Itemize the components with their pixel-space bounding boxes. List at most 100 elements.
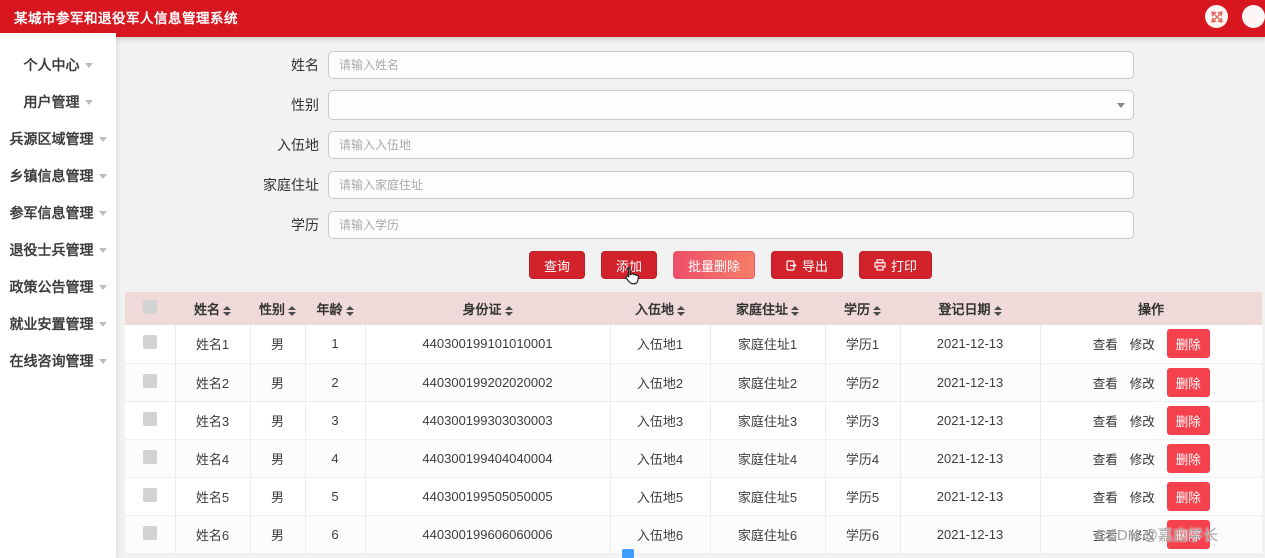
delete-button[interactable]: 删除 bbox=[1166, 481, 1210, 511]
table-row: 姓名2 男 2 440300199202020002 入伍地2 家庭住址2 学历2 2021-… bbox=[125, 363, 1262, 402]
view-button[interactable]: 查看 bbox=[1092, 452, 1118, 467]
sort-icon[interactable] bbox=[345, 305, 354, 316]
row-select-cell bbox=[125, 477, 176, 516]
table-row: 姓名1 男 1 440300199101010001 入伍地1 家庭住址1 学历1 2021-… bbox=[125, 325, 1262, 364]
form-text-input[interactable] bbox=[328, 211, 1134, 239]
cell-id_card: 440300199101010001 bbox=[365, 325, 611, 364]
sidebar-nav: 个人中心用户管理兵源区域管理乡镇信息管理 参军信息管理 退役士兵管理政策公告管理 就业… bbox=[0, 33, 116, 558]
cell-id_card: 440300199606060006 bbox=[365, 515, 611, 554]
form-field-label: 姓名 bbox=[291, 57, 319, 73]
sidebar-item-label: 参军信息管理 bbox=[9, 204, 94, 221]
cell-enlist_place: 入伍地4 bbox=[610, 439, 711, 478]
column-header[interactable]: 姓名 bbox=[175, 292, 250, 325]
row-checkbox[interactable] bbox=[142, 335, 157, 350]
cell-gender: 男 bbox=[250, 401, 306, 440]
cell-enlist_place: 入伍地2 bbox=[610, 363, 711, 402]
column-header-label: 操作 bbox=[1137, 302, 1164, 317]
sidebar-item[interactable]: 乡镇信息管理 bbox=[0, 157, 116, 194]
row-select-cell bbox=[125, 515, 176, 554]
row-checkbox[interactable] bbox=[142, 449, 157, 464]
form-text-input[interactable] bbox=[328, 51, 1134, 79]
cell-enlist_place: 入伍地5 bbox=[610, 477, 711, 516]
view-button[interactable]: 查看 bbox=[1092, 528, 1118, 543]
column-header[interactable]: 性别 bbox=[250, 292, 305, 325]
gender-select[interactable] bbox=[328, 90, 1134, 120]
cell-name: 姓名5 bbox=[175, 477, 251, 516]
sidebar-item[interactable]: 兵源区域管理 bbox=[0, 120, 116, 157]
cell-actions: 查看 修改 删除 bbox=[1040, 363, 1262, 402]
sort-icon[interactable] bbox=[504, 305, 513, 316]
cell-id_card: 440300199303030003 bbox=[365, 401, 611, 440]
content-top-accent bbox=[116, 33, 1265, 37]
batch-delete-button[interactable]: 批量删除 bbox=[672, 251, 755, 279]
column-header[interactable]: 入伍地 bbox=[610, 292, 710, 325]
print-button[interactable]: 打印 bbox=[859, 251, 933, 279]
edit-button[interactable]: 修改 bbox=[1129, 338, 1155, 353]
row-checkbox[interactable] bbox=[142, 525, 157, 540]
sidebar-item-label: 用户管理 bbox=[23, 93, 80, 110]
sidebar-item[interactable]: 个人中心 bbox=[0, 46, 116, 83]
delete-button[interactable]: 删除 bbox=[1166, 367, 1210, 397]
sidebar-item-label: 退役士兵管理 bbox=[9, 241, 94, 258]
cell-reg_date: 2021-12-13 bbox=[900, 363, 1041, 402]
sidebar-item-label: 乡镇信息管理 bbox=[9, 167, 94, 184]
edit-button[interactable]: 修改 bbox=[1129, 528, 1155, 543]
delete-button[interactable]: 删除 bbox=[1166, 405, 1210, 435]
column-header[interactable]: 登记日期 bbox=[900, 292, 1040, 325]
sort-icon[interactable] bbox=[873, 305, 881, 316]
column-header[interactable]: 身份证 bbox=[365, 292, 610, 325]
column-header[interactable]: 年龄 bbox=[305, 292, 365, 325]
view-button[interactable]: 查看 bbox=[1092, 490, 1118, 505]
add-button[interactable]: 添加 bbox=[600, 251, 657, 279]
row-select-cell bbox=[125, 363, 176, 402]
form-text-input[interactable] bbox=[328, 131, 1134, 159]
chevron-down-icon bbox=[98, 248, 107, 253]
sidebar-item[interactable]: 退役士兵管理 bbox=[0, 231, 116, 268]
sidebar-item[interactable]: 在线咨询管理 bbox=[0, 342, 116, 379]
cell-address: 家庭住址2 bbox=[710, 363, 826, 402]
sort-icon[interactable] bbox=[288, 305, 296, 316]
cell-age: 4 bbox=[305, 439, 366, 478]
sort-icon[interactable] bbox=[677, 305, 685, 316]
row-checkbox[interactable] bbox=[142, 487, 157, 502]
view-button[interactable]: 查看 bbox=[1092, 414, 1118, 429]
column-header-label: 入伍地 bbox=[634, 302, 674, 317]
cell-enlist_place: 入伍地1 bbox=[610, 325, 711, 364]
cell-address: 家庭住址6 bbox=[710, 515, 826, 554]
sidebar-item[interactable]: 参军信息管理 bbox=[0, 194, 116, 231]
column-header[interactable]: 学历 bbox=[825, 292, 900, 325]
view-button[interactable]: 查看 bbox=[1092, 338, 1118, 353]
row-checkbox[interactable] bbox=[142, 373, 157, 388]
cell-age: 1 bbox=[305, 325, 366, 364]
edit-button[interactable]: 修改 bbox=[1129, 452, 1155, 467]
sidebar-item[interactable]: 就业安置管理 bbox=[0, 305, 116, 342]
query-button[interactable]: 查询 bbox=[528, 251, 585, 279]
cell-actions: 查看 修改 删除 bbox=[1040, 439, 1262, 478]
main-content: 姓名性别入伍地家庭住址学历 查询 添加 批量删除 导出 bbox=[116, 33, 1265, 558]
sidebar-item[interactable]: 政策公告管理 bbox=[0, 268, 116, 305]
sort-icon[interactable] bbox=[791, 305, 799, 316]
export-button[interactable]: 导出 bbox=[771, 251, 844, 279]
form-text-input[interactable] bbox=[328, 171, 1134, 199]
column-header[interactable]: 家庭住址 bbox=[710, 292, 825, 325]
edit-button[interactable]: 修改 bbox=[1129, 376, 1155, 391]
fullscreen-button[interactable] bbox=[1205, 5, 1228, 28]
sort-icon[interactable] bbox=[993, 305, 1002, 316]
sort-icon[interactable] bbox=[223, 305, 231, 316]
column-header: 操作 bbox=[1040, 292, 1262, 325]
chevron-down-icon bbox=[84, 63, 93, 68]
cell-age: 6 bbox=[305, 515, 366, 554]
row-checkbox[interactable] bbox=[142, 411, 157, 426]
sidebar-item[interactable]: 用户管理 bbox=[0, 83, 116, 120]
delete-button[interactable]: 删除 bbox=[1166, 519, 1210, 549]
select-all-checkbox[interactable] bbox=[143, 300, 157, 314]
edit-button[interactable]: 修改 bbox=[1129, 490, 1155, 505]
row-select-cell bbox=[125, 325, 176, 364]
edit-button[interactable]: 修改 bbox=[1129, 414, 1155, 429]
chevron-down-icon bbox=[98, 359, 107, 364]
view-button[interactable]: 查看 bbox=[1092, 376, 1118, 391]
user-circle-button[interactable] bbox=[1242, 5, 1265, 28]
delete-button[interactable]: 删除 bbox=[1166, 329, 1210, 359]
delete-button[interactable]: 删除 bbox=[1166, 443, 1210, 473]
cell-reg_date: 2021-12-13 bbox=[900, 401, 1041, 440]
